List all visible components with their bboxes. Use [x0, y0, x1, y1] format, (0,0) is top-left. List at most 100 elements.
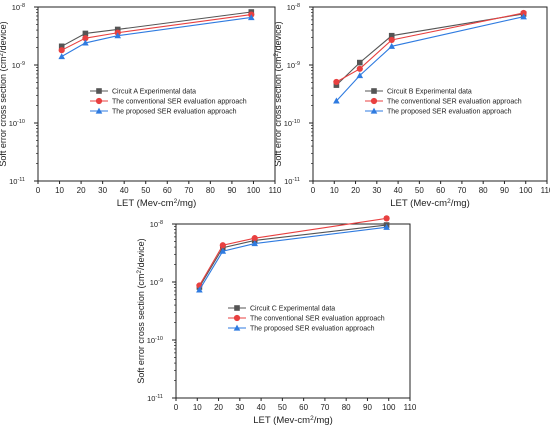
data-point	[520, 13, 527, 20]
x-tick-label: 0	[174, 403, 179, 412]
legend-marker	[371, 88, 377, 94]
x-tick-label: 110	[269, 186, 282, 195]
x-tick-label: 50	[415, 186, 424, 195]
data-point	[383, 223, 390, 230]
series-3	[196, 223, 390, 293]
x-tick-label: 20	[214, 403, 223, 412]
legend-entry: The conventional SER evaluation approach	[228, 314, 385, 323]
y-tick-label: 10-10	[284, 119, 300, 128]
data-point	[114, 26, 121, 33]
x-tick-label: 80	[479, 186, 488, 195]
legend-label: The conventional SER evaluation approach	[387, 99, 522, 106]
y-tick-label: 10-10	[147, 336, 163, 345]
y-tick-label: 10-10	[9, 119, 25, 128]
x-tick-label: 70	[457, 186, 466, 195]
x-tick-label: 0	[36, 186, 41, 195]
data-point	[333, 78, 340, 86]
data-point	[388, 42, 396, 49]
data-point	[248, 14, 255, 21]
data-point	[251, 240, 259, 247]
y-tick-label: 10-8	[150, 220, 163, 229]
y-axis-title: Soft error cross section (cm2/device)	[136, 238, 146, 383]
x-tick-label: 30	[235, 403, 244, 412]
data-point	[388, 32, 395, 39]
x-axis-title: LET (Mev-cm2/mg)	[390, 198, 469, 209]
data-point	[58, 53, 65, 60]
series-line	[336, 12, 524, 83]
x-tick-label: 100	[519, 186, 533, 195]
data-point	[219, 247, 227, 254]
x-tick-label: 90	[227, 186, 236, 195]
y-axis-title: Soft error cross section (cm2/device)	[273, 21, 283, 166]
legend-label: The conventional SER evaluation approach	[112, 99, 247, 106]
x-tick-label: 100	[247, 186, 261, 195]
data-point	[251, 235, 258, 242]
x-tick-label: 0	[311, 186, 316, 195]
x-tick-label: 20	[351, 186, 360, 195]
legend-marker	[234, 305, 240, 311]
x-tick-label: 40	[120, 186, 129, 195]
y-tick-label: 10-9	[287, 61, 300, 70]
legend-marker	[233, 314, 241, 322]
series-line	[61, 11, 252, 47]
y-tick-label: 10-8	[12, 3, 25, 12]
x-tick-label: 90	[363, 403, 372, 412]
data-point	[388, 36, 395, 44]
series-3	[58, 14, 255, 60]
legend-entry: Circuit B Experimental data	[365, 88, 472, 96]
series-line	[336, 13, 524, 86]
data-point	[383, 215, 390, 222]
x-tick-label: 50	[141, 186, 150, 195]
x-tick-label: 100	[382, 403, 396, 412]
series-line	[198, 224, 387, 288]
series-line	[61, 14, 252, 51]
series-line	[335, 16, 524, 102]
chart-panel-1: 0 10 20 30 40 50 60 70 80 90 100 110 10-11 10-10 10-9 1…	[0, 3, 282, 209]
x-tick-label: 10	[330, 186, 339, 195]
x-tick-label: 40	[394, 186, 403, 195]
y-tick-label: 10-8	[287, 3, 300, 12]
plot-frame	[312, 6, 548, 182]
legend-label: The proposed SER evaluation approach	[250, 326, 375, 333]
x-tick-label: 60	[436, 186, 445, 195]
x-tick-label: 70	[320, 403, 329, 412]
y-tick-label: 10-11	[284, 177, 300, 186]
x-tick-label: 60	[163, 186, 172, 195]
x-tick-label: 10	[193, 403, 202, 412]
chart-panel-3: 0 10 20 30 40 50 60 70 80 90 100 110 10-11 10-10 10-9 1…	[136, 215, 417, 426]
x-axis-title: LET (Mev-cm2/mg)	[117, 198, 196, 209]
plot-frame	[37, 6, 276, 182]
y-tick-label: 10-11	[147, 394, 163, 403]
series-line	[61, 16, 252, 58]
data-point	[58, 43, 65, 50]
legend-marker	[96, 88, 102, 94]
series-2	[58, 11, 255, 54]
x-tick-label: 110	[541, 186, 550, 195]
legend-entry: The proposed SER evaluation approach	[228, 324, 375, 333]
legend-marker	[370, 107, 378, 114]
plot-frame	[175, 223, 411, 399]
data-point	[82, 30, 89, 37]
y-tick-label: 10-9	[150, 278, 163, 287]
data-point	[356, 72, 364, 79]
x-tick-label: 30	[372, 186, 381, 195]
x-tick-label: 80	[206, 186, 215, 195]
series-3	[333, 13, 527, 104]
legend-marker	[370, 97, 378, 105]
y-tick-label: 10-9	[12, 61, 25, 70]
x-tick-label: 30	[98, 186, 107, 195]
legend-entry: The proposed SER evaluation approach	[365, 107, 512, 116]
x-tick-label: 60	[299, 403, 308, 412]
data-point	[82, 39, 89, 46]
legend-entry: Circuit A Experimental data	[90, 88, 196, 96]
legend-entry: The conventional SER evaluation approach	[365, 97, 522, 106]
data-point	[82, 35, 89, 42]
data-point	[219, 242, 226, 249]
y-axis-title: Soft error cross section (cm2/device)	[0, 21, 8, 166]
series-2	[333, 9, 527, 86]
x-tick-label: 90	[500, 186, 509, 195]
x-tick-label: 110	[404, 403, 417, 412]
data-point	[333, 97, 340, 104]
series-2	[196, 215, 390, 289]
data-point	[333, 82, 340, 88]
